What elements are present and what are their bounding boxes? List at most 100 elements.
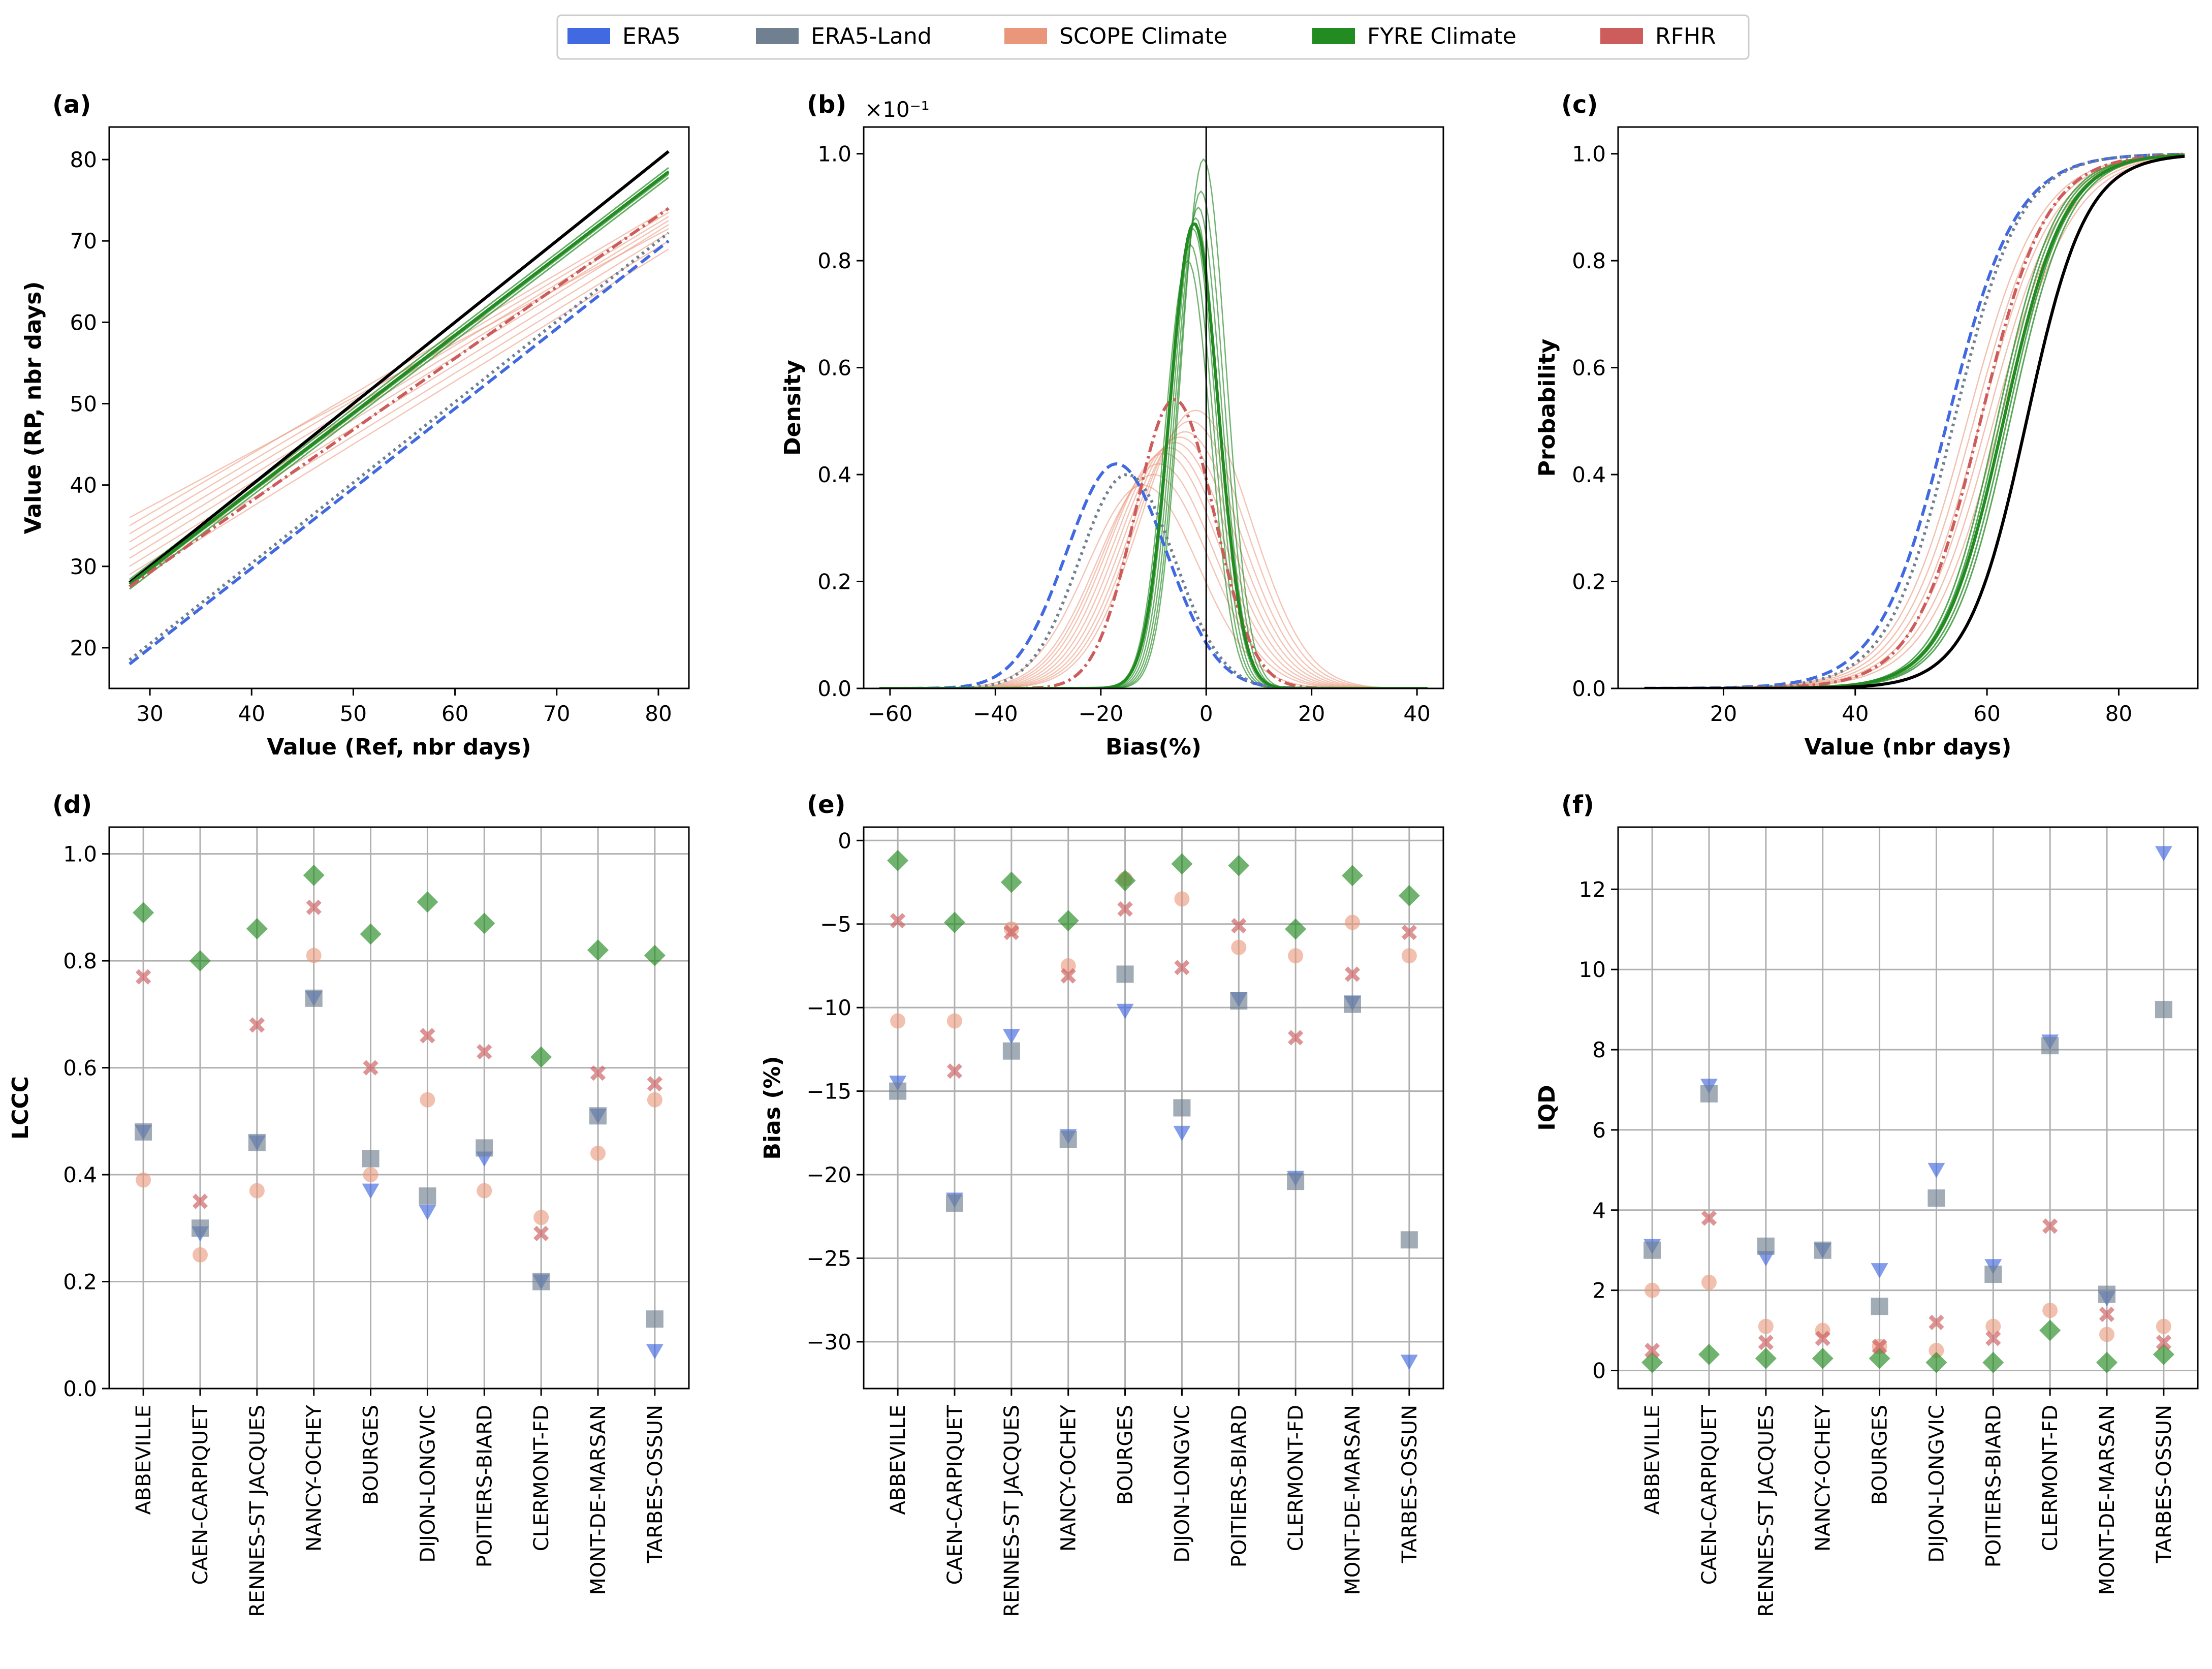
marker-fyre-climate (1000, 871, 1022, 893)
x-tick-label-a: 50 (340, 701, 367, 726)
fyre-member-cdf (1644, 154, 2185, 688)
y-tick-label-d: 1.0 (63, 842, 97, 867)
marker-stroke (1815, 1331, 1830, 1346)
marker-stroke (1872, 1338, 1887, 1355)
marker-stroke (1644, 1342, 1660, 1359)
marker-scope-climate (890, 1013, 906, 1029)
y-tick-label-a: 30 (70, 554, 97, 579)
scope-member-density (879, 431, 1428, 688)
marker-rfhr (890, 912, 906, 929)
marker-fyre-climate (1171, 853, 1193, 875)
series-line-era5-land (129, 231, 670, 662)
marker-era5-land (2098, 1285, 2116, 1303)
marker-era5-land (1344, 995, 1362, 1013)
y-tick-label-e: −5 (820, 912, 851, 937)
fyre-member-density (879, 228, 1428, 688)
y-tick-label-c: 1.0 (1572, 142, 1606, 167)
marker-fyre-climate (360, 923, 382, 945)
marker-era5-land (362, 1150, 380, 1168)
marker-era5-land (2041, 1037, 2059, 1055)
marker-era5-land (191, 1219, 209, 1237)
marker-stroke (1231, 918, 1247, 934)
station-label-caen-carpiquet: CAEN-CARPIQUET (1698, 1404, 1721, 1585)
marker-rfhr (249, 1017, 265, 1033)
x-axis-label-a: Value (Ref, nbr days) (267, 734, 531, 760)
panel-f: 0 2 4 6 8 10 12 ABBEVILLE CAEN-CARPIQUET RENNES-S… (1534, 791, 2199, 1617)
marker-scope-climate (1345, 915, 1361, 930)
y-tick-label-d: 0.4 (63, 1162, 97, 1187)
y-tick-label-a: 50 (70, 391, 97, 416)
y-tick-label-d: 0.2 (63, 1270, 97, 1295)
series-line-fyre-climate (129, 170, 670, 586)
series-density-era5 (879, 462, 1428, 688)
marker-era5 (1400, 1355, 1418, 1370)
marker-era5 (1002, 1029, 1020, 1045)
fyre-member-density (879, 260, 1428, 688)
scope-member-cdf (1644, 154, 2185, 688)
marker-fyre-climate (1925, 1351, 1947, 1373)
marker-era5-land (248, 1133, 266, 1151)
marker-rfhr (1174, 960, 1190, 975)
marker-rfhr (1401, 925, 1417, 940)
marker-scope-climate (1701, 1274, 1717, 1290)
marker-stroke (647, 1076, 663, 1092)
marker-stroke (192, 1193, 208, 1209)
marker-fyre-climate (587, 939, 609, 961)
series-cdf-fyre-climate (1644, 153, 2185, 688)
legend-frame (556, 14, 1750, 60)
scope-member-line (129, 220, 669, 551)
series-cdf-era5-land (1644, 152, 2185, 688)
y-tick-label-d: 0.8 (63, 949, 97, 973)
fyre-member-cdf (1644, 154, 2185, 688)
marker-stroke (890, 912, 906, 929)
y-tick-label-f: 10 (1579, 957, 1606, 982)
marker-scope-climate (1645, 1282, 1660, 1298)
marker-era5-land (1116, 965, 1134, 983)
x-tick-label-c: 80 (2105, 701, 2132, 726)
y-tick-label-b: 0.8 (817, 248, 851, 273)
marker-era5 (646, 1344, 663, 1360)
marker-rfhr (1117, 901, 1133, 917)
station-label-rennes-st-jacques: RENNES-ST JACQUES (246, 1405, 269, 1617)
marker-era5 (362, 1183, 380, 1199)
marker-scope-climate (420, 1092, 435, 1108)
marker-stroke (590, 1065, 606, 1081)
legend-swatch-fyre-climate (1312, 28, 1355, 44)
marker-fyre-climate (1982, 1351, 2004, 1373)
marker-stroke (135, 969, 151, 985)
axes-background-f (1618, 827, 2198, 1389)
x-tick-label-a: 30 (136, 701, 163, 726)
marker-fyre-climate (2039, 1319, 2061, 1341)
panel-b: 0.0 0.2 0.4 0.6 0.8 1.0 −60 −40 −20 0 20 40 Density B… (780, 90, 1444, 760)
marker-stroke (306, 899, 322, 916)
marker-fyre-climate (1228, 855, 1250, 876)
axes-frame-c (1617, 126, 2199, 689)
marker-era5-land (476, 1139, 493, 1157)
y-tick-label-f: 4 (1592, 1198, 1606, 1223)
marker-stroke (2099, 1306, 2115, 1322)
x-tick-label-a: 60 (441, 701, 468, 726)
marker-scope-climate (2099, 1327, 2115, 1342)
marker-rfhr (1060, 968, 1076, 984)
marker-rfhr (590, 1065, 606, 1081)
marker-stroke (1003, 925, 1020, 940)
panel-label-d: (d) (52, 791, 92, 819)
scope-member-cdf (1644, 155, 2185, 688)
panel-d: 0.0 0.2 0.4 0.6 0.8 1.0 ABBEVILLE CAEN-CARPIQUE… (8, 791, 690, 1617)
marker-era5-land (1814, 1241, 1831, 1259)
station-label-clermont-fd: CLERMONT-FD (530, 1405, 553, 1551)
scope-member-cdf (1644, 154, 2185, 688)
marker-rfhr (2099, 1306, 2115, 1322)
y-tick-label-f: 8 (1592, 1037, 1606, 1062)
marker-scope-climate (136, 1172, 151, 1188)
x-tick-label-a: 40 (238, 701, 265, 726)
marker-stroke (1758, 1335, 1774, 1350)
marker-rfhr (1985, 1331, 2001, 1346)
station-label-dijon-longvic: DIJON-LONGVIC (1171, 1405, 1194, 1563)
station-label-caen-carpiquet: CAEN-CARPIQUET (189, 1404, 212, 1585)
marker-era5-land (305, 989, 323, 1007)
marker-era5-land (1984, 1266, 2002, 1283)
legend-swatch-era5 (567, 28, 610, 44)
x-tick-label-b: −40 (973, 701, 1018, 726)
marker-era5-land (1287, 1173, 1305, 1190)
